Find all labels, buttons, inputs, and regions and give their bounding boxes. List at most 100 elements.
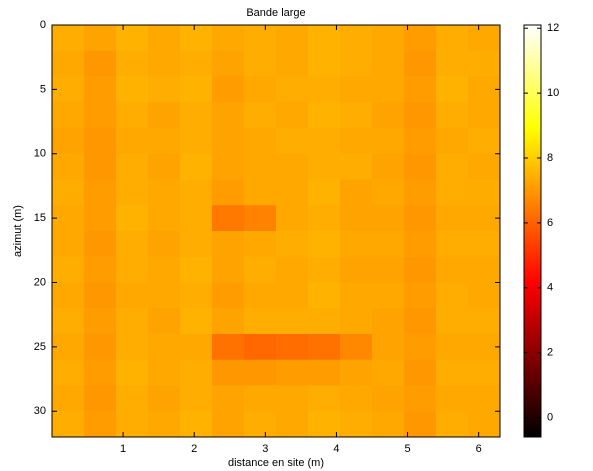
heatmap-cell	[52, 128, 85, 154]
heatmap-cell	[212, 180, 245, 206]
heatmap-cell	[308, 77, 341, 103]
heatmap-cell	[372, 231, 405, 257]
heatmap-cell	[244, 411, 277, 437]
heatmap-cell	[372, 154, 405, 180]
heatmap-cell	[340, 411, 373, 437]
heatmap-cell	[212, 411, 245, 437]
heatmap-cell	[372, 386, 405, 412]
heatmap-cell	[340, 360, 373, 386]
heatmap-cell	[244, 386, 277, 412]
heatmap-cell	[244, 360, 277, 386]
heatmap-cell	[404, 334, 437, 360]
heatmap-cell	[308, 154, 341, 180]
heatmap-cell	[468, 25, 501, 51]
heatmap-cell	[372, 205, 405, 231]
heatmap-cell	[116, 128, 149, 154]
heatmap-cell	[116, 180, 149, 206]
heatmap-cell	[84, 205, 117, 231]
heatmap-cell	[340, 283, 373, 309]
heatmap-cell	[148, 154, 181, 180]
heatmap-cell	[340, 386, 373, 412]
heatmap-cell	[244, 308, 277, 334]
y-tick-label: 30	[34, 405, 46, 417]
heatmap-cell	[436, 205, 469, 231]
heatmap-cell	[308, 308, 341, 334]
heatmap-cell	[52, 231, 85, 257]
heatmap-cell	[436, 25, 469, 51]
heatmap-cell	[84, 257, 117, 283]
y-axis-label: azimut (m)	[12, 205, 24, 257]
heatmap-cell	[276, 128, 309, 154]
heatmap-cell	[276, 308, 309, 334]
colorbar	[524, 25, 541, 437]
heatmap-cell	[84, 77, 117, 103]
heatmap-cell	[308, 411, 341, 437]
heatmap-cell	[244, 257, 277, 283]
heatmap-cell	[372, 411, 405, 437]
heatmap-cell	[148, 51, 181, 77]
heatmap-cell	[52, 25, 85, 51]
heatmap-cell	[84, 386, 117, 412]
heatmap-cell	[52, 360, 85, 386]
heatmap-cell	[84, 128, 117, 154]
heatmap-cell	[308, 128, 341, 154]
heatmap-cell	[436, 411, 469, 437]
heatmap-cell	[52, 308, 85, 334]
heatmap-cell	[276, 51, 309, 77]
heatmap-cell	[52, 283, 85, 309]
heatmap-cell	[308, 231, 341, 257]
heatmap-cell	[180, 77, 213, 103]
heatmap-cell	[180, 102, 213, 128]
heatmap-cell	[372, 25, 405, 51]
heatmap-cell	[308, 334, 341, 360]
heatmap-cell	[468, 128, 501, 154]
heatmap-cell	[148, 128, 181, 154]
heatmap-cell	[244, 25, 277, 51]
heatmap-cell	[148, 205, 181, 231]
heatmap-cell	[116, 102, 149, 128]
heatmap-cell	[468, 386, 501, 412]
heatmap-cell	[244, 102, 277, 128]
y-tick-label: 0	[40, 19, 46, 31]
heatmap-cell	[148, 257, 181, 283]
heatmap-cell	[84, 411, 117, 437]
heatmap-cell	[436, 154, 469, 180]
heatmap-cell	[468, 180, 501, 206]
heatmap-cell	[212, 334, 245, 360]
heatmap-cell	[244, 205, 277, 231]
heatmap-cell	[340, 308, 373, 334]
heatmap-cell	[116, 257, 149, 283]
heatmap-cell	[308, 102, 341, 128]
colorbar-tick-label: 6	[547, 217, 553, 229]
heatmap-cell	[276, 180, 309, 206]
heatmap-cell	[244, 128, 277, 154]
heatmap-cell	[436, 308, 469, 334]
heatmap-cell	[212, 360, 245, 386]
heatmap-cell	[276, 411, 309, 437]
heatmap-cell	[148, 411, 181, 437]
heatmap-cell	[244, 334, 277, 360]
heatmap-cell	[116, 51, 149, 77]
heatmap-cell	[180, 231, 213, 257]
heatmap-cell	[180, 360, 213, 386]
heatmap-cell	[436, 257, 469, 283]
heatmap-cell	[52, 386, 85, 412]
heatmap-cell	[436, 102, 469, 128]
heatmap-cell	[308, 51, 341, 77]
heatmap-cell	[116, 283, 149, 309]
heatmap	[52, 25, 501, 438]
heatmap-cell	[372, 308, 405, 334]
heatmap-cell	[276, 257, 309, 283]
y-tick-label: 15	[34, 212, 46, 224]
heatmap-cell	[180, 257, 213, 283]
chart-title: Bande large	[246, 7, 305, 19]
heatmap-cell	[52, 257, 85, 283]
heatmap-cell	[84, 180, 117, 206]
heatmap-cell	[84, 231, 117, 257]
heatmap-cell	[84, 25, 117, 51]
heatmap-cell	[404, 360, 437, 386]
heatmap-cell	[84, 308, 117, 334]
heatmap-cell	[84, 102, 117, 128]
heatmap-cell	[340, 180, 373, 206]
heatmap-cell	[180, 51, 213, 77]
